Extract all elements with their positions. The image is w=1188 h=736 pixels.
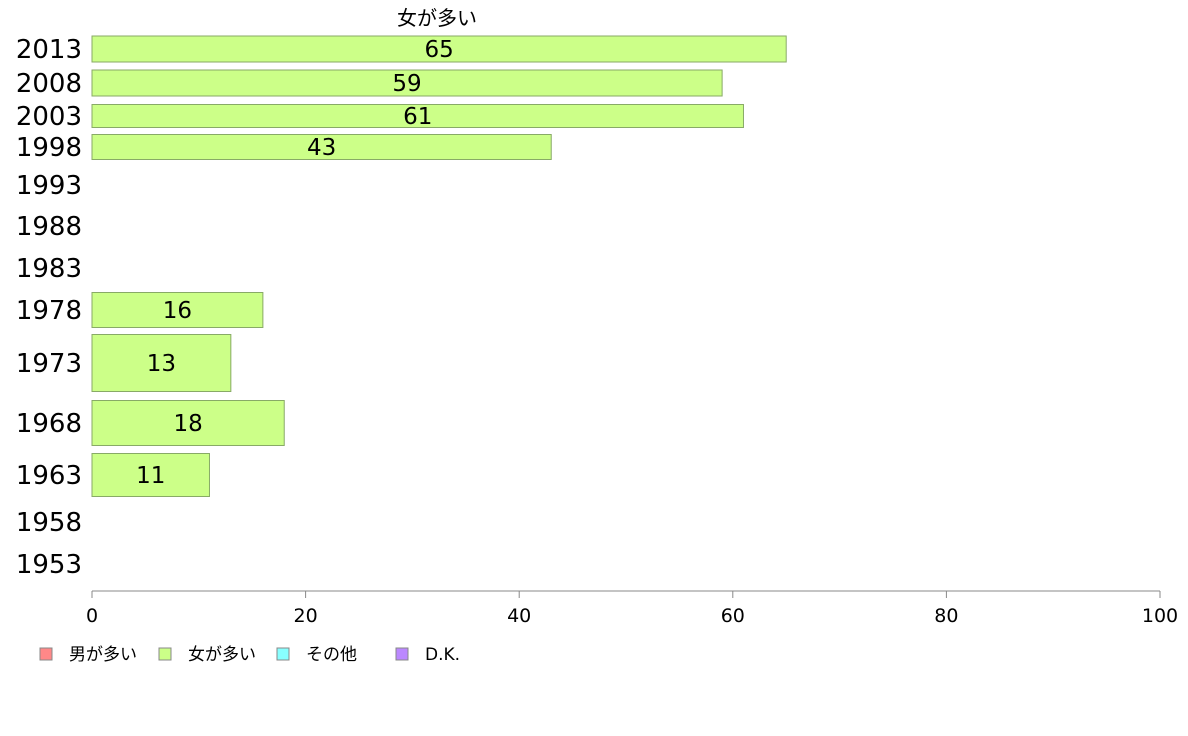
legend-swatch	[395, 647, 409, 661]
x-tick-label: 100	[1142, 605, 1178, 627]
x-tick-label: 80	[934, 605, 958, 627]
legend: 男が多い 女が多い その他 D.K.	[39, 645, 460, 665]
x-tick-label: 20	[294, 605, 318, 627]
bar-value-label: 18	[173, 411, 202, 437]
x-tick-label: 0	[86, 605, 98, 627]
year-label: 1958	[16, 508, 82, 538]
legend-label: その他	[306, 645, 357, 665]
bar-value-label: 16	[163, 298, 192, 324]
year-label: 1993	[16, 171, 82, 201]
bar	[91, 35, 787, 63]
legend-label: 男が多い	[69, 645, 137, 665]
year-label: 1978	[16, 296, 82, 326]
x-axis: 0 20 40 60 80 100	[86, 590, 1178, 627]
year-label: 2008	[16, 69, 82, 99]
bar	[91, 69, 723, 97]
bar	[91, 453, 210, 497]
legend-label: D.K.	[425, 645, 460, 665]
year-label: 1968	[16, 409, 82, 439]
x-tick-label: 40	[507, 605, 531, 627]
series-title: 女が多い	[397, 6, 477, 30]
year-label: 1998	[16, 133, 82, 163]
bar	[91, 400, 285, 446]
year-label: 1963	[16, 461, 82, 491]
bar-value-label: 61	[403, 104, 432, 130]
bar	[91, 292, 264, 328]
bar-value-label: 65	[424, 37, 453, 63]
legend-swatch	[39, 647, 53, 661]
bar	[91, 334, 232, 392]
bar-value-label: 11	[136, 463, 165, 489]
year-label: 1988	[16, 212, 82, 242]
year-label: 1953	[16, 550, 82, 580]
legend-label: 女が多い	[188, 645, 256, 665]
legend-swatch	[158, 647, 172, 661]
bar-value-label: 13	[147, 351, 176, 377]
bar-value-label: 59	[392, 71, 421, 97]
year-label: 2013	[16, 35, 82, 65]
chart-rows: 2013 65 2008 59 2003 61 1998 43 1993 1988 1983 1978…	[16, 35, 787, 580]
year-label: 1973	[16, 349, 82, 379]
year-label: 1983	[16, 254, 82, 284]
legend-swatch	[276, 647, 290, 661]
bar	[91, 134, 552, 160]
bar	[91, 104, 744, 128]
year-label: 2003	[16, 102, 82, 132]
bar-value-label: 43	[307, 135, 336, 161]
x-tick-label: 60	[721, 605, 745, 627]
